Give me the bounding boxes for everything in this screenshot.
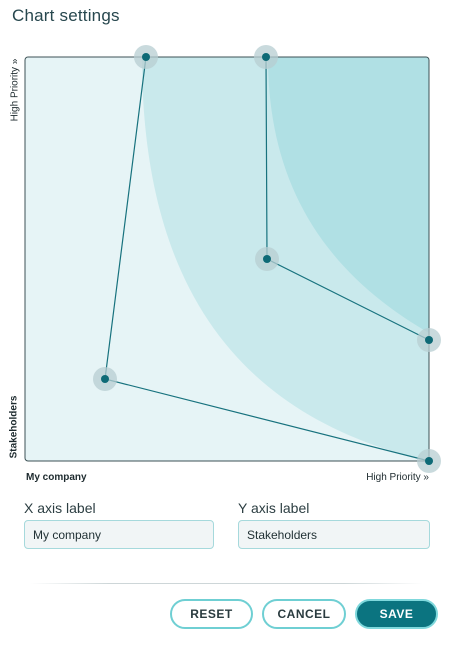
- chart-point-3[interactable]: [417, 449, 441, 473]
- chart-point-5[interactable]: [255, 247, 279, 271]
- x-axis-label: My company: [26, 472, 87, 483]
- y-axis-high-label: High Priority »: [9, 58, 21, 122]
- save-button[interactable]: SAVE: [355, 599, 438, 629]
- dialog-title: Chart settings: [12, 6, 120, 25]
- chart-border: [24, 56, 430, 462]
- chart-point-1[interactable]: [134, 45, 158, 69]
- y-axis-field-label: Y axis label: [238, 500, 310, 516]
- chart-point-2[interactable]: [93, 367, 117, 391]
- cancel-button[interactable]: CANCEL: [262, 599, 346, 629]
- x-axis-high-label: High Priority »: [366, 472, 429, 483]
- reset-button[interactable]: RESET: [170, 599, 253, 629]
- footer-divider: [30, 583, 423, 584]
- x-axis-label-input[interactable]: [24, 520, 214, 549]
- x-axis-field-label: X axis label: [24, 500, 96, 516]
- y-axis-label: Stakeholders: [8, 395, 20, 459]
- y-axis-label-input[interactable]: [238, 520, 430, 549]
- priority-chart: [24, 45, 441, 473]
- priority-zone-high: [268, 57, 429, 333]
- chart-point-6[interactable]: [417, 328, 441, 352]
- chart-point-4[interactable]: [254, 45, 278, 69]
